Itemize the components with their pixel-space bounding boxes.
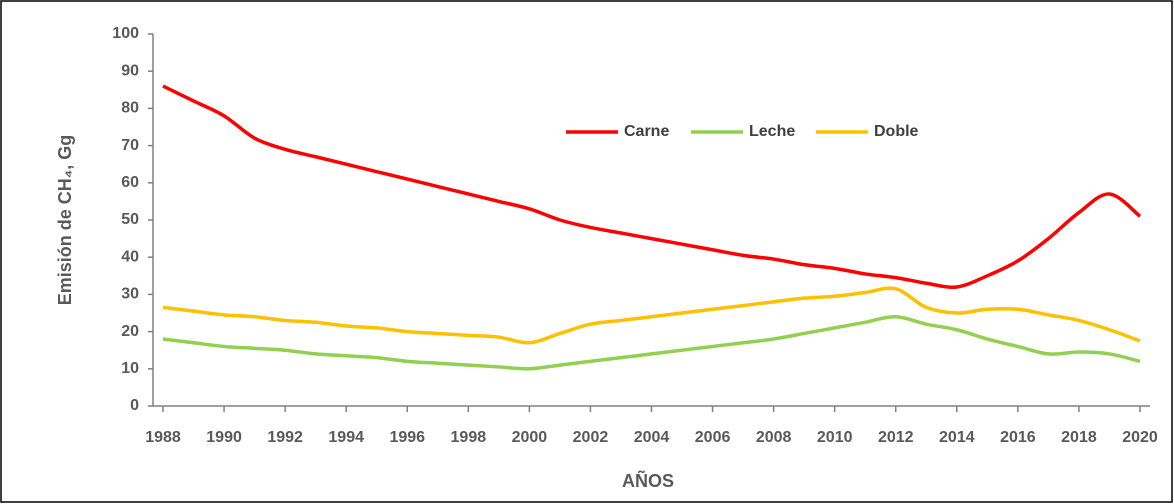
y-tick-label: 10 (121, 360, 139, 377)
legend-label: Carne (624, 123, 669, 140)
legend-label: Leche (749, 123, 795, 140)
x-tick-label: 1988 (145, 429, 181, 446)
y-tick-label: 30 (121, 286, 139, 303)
y-tick-label: 0 (130, 397, 139, 414)
x-tick-label: 2004 (634, 429, 670, 446)
y-tick-label: 20 (121, 323, 139, 340)
x-tick-label: 1990 (206, 429, 242, 446)
x-tick-label: 2014 (939, 429, 975, 446)
x-tick-label: 2006 (695, 429, 731, 446)
x-tick-label: 1996 (389, 429, 425, 446)
x-tick-label: 2012 (878, 429, 914, 446)
line-series (162, 286, 1141, 345)
x-tick-label: 2020 (1122, 429, 1158, 446)
y-tick-label: 60 (121, 174, 139, 191)
x-axis-label: AÑOS (622, 470, 674, 491)
legend-label: Doble (874, 123, 919, 140)
x-tick-label: 1998 (451, 429, 487, 446)
x-tick-label: 2008 (756, 429, 792, 446)
y-tick-label: 90 (121, 62, 139, 79)
x-tick-label: 2000 (512, 429, 548, 446)
y-tick-label: 40 (121, 248, 139, 265)
y-tick-label: 70 (121, 137, 139, 154)
y-tick-label: 50 (121, 211, 139, 228)
x-tick-label: 1992 (267, 429, 303, 446)
x-tick-label: 2010 (817, 429, 853, 446)
line-series (162, 314, 1141, 371)
x-tick-label: 2018 (1061, 429, 1097, 446)
line-series (162, 84, 1142, 289)
y-axis-label: Emisión de CH₄, Gg (55, 135, 75, 306)
y-tick-label: 100 (112, 25, 139, 42)
x-tick-label: 2002 (573, 429, 609, 446)
x-tick-label: 1994 (328, 429, 364, 446)
y-tick-label: 80 (121, 100, 139, 117)
x-tick-label: 2016 (1000, 429, 1036, 446)
